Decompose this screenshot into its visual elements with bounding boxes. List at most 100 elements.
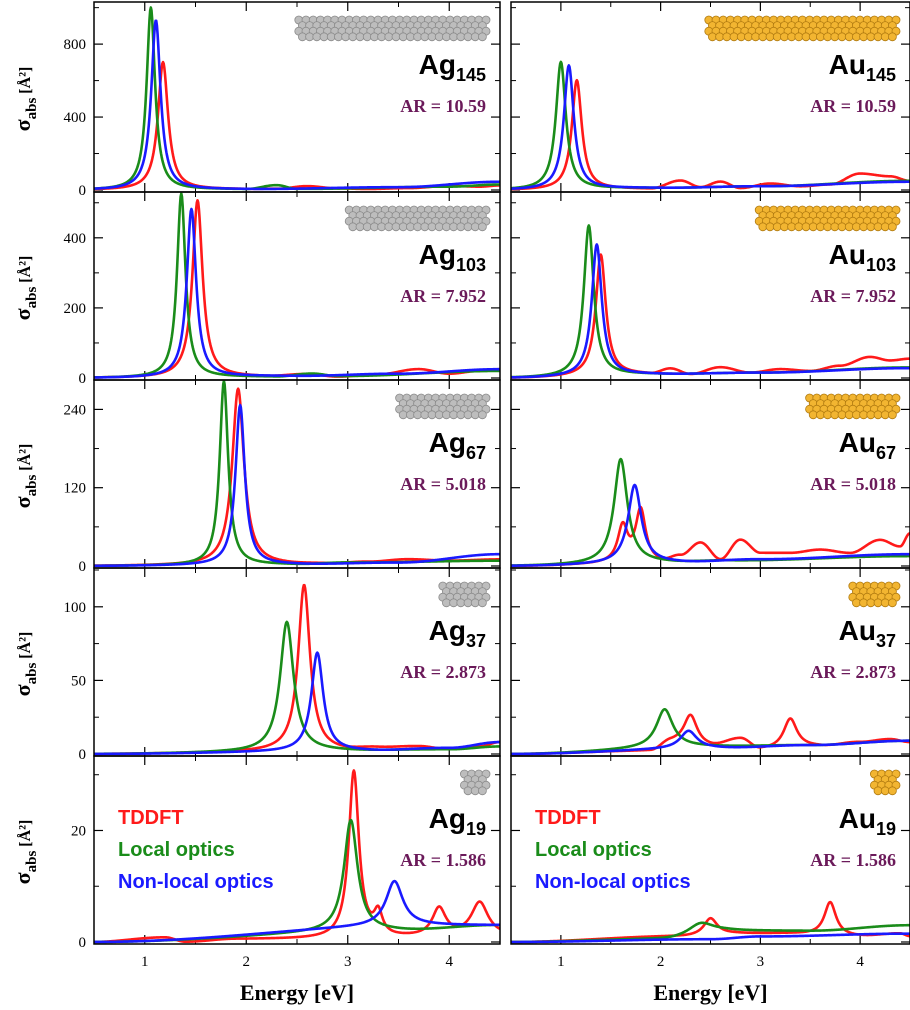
atom-icon: [808, 32, 818, 42]
panel-ag-145: 0 400 800 Ag145 AR = 10.59: [64, 1, 501, 199]
atom-icon: [866, 598, 876, 608]
atom-icon: [420, 410, 430, 420]
aspect-ratio-label: AR = 1.586: [400, 850, 486, 870]
tddft-series-line: [511, 900, 910, 944]
atom-icon: [384, 222, 394, 232]
atom-icon: [873, 410, 883, 420]
atom-icon: [319, 32, 329, 42]
atom-icon: [441, 32, 451, 42]
panel-ag-103: 0 200 400 Ag103 AR = 7.952: [64, 191, 501, 387]
x-tick-label: 2: [657, 954, 665, 970]
y-tick-label: 400: [64, 231, 87, 247]
y-tick-label: 50: [71, 673, 86, 689]
y-axis-title: σabs [Å²]: [10, 820, 40, 885]
system-element: Au: [839, 803, 876, 834]
legend-entry: Local optics: [535, 839, 652, 861]
system-element: Au: [839, 615, 876, 646]
atom-icon: [794, 222, 804, 232]
atom-icon: [722, 32, 732, 42]
atom-icon: [787, 32, 796, 42]
atom-icon: [348, 222, 358, 232]
nonlocal-series-line: [94, 879, 500, 944]
panel-ag-37: 0 50 100 Ag37 AR = 2.873: [64, 567, 501, 763]
atom-icon: [837, 222, 847, 232]
atom-icon: [823, 222, 832, 232]
legend-entry: TDDFT: [535, 807, 601, 829]
atom-icon: [751, 32, 760, 42]
atom-icon: [880, 222, 890, 232]
system-element: Au: [839, 427, 876, 458]
atom-icon: [729, 32, 739, 42]
atom-icon: [427, 32, 437, 42]
legend: TDDFT Local optics Non-local optics: [118, 807, 274, 893]
nonlocal-series-line: [511, 243, 910, 379]
atom-icon: [794, 32, 804, 42]
y-tick-label: 0: [79, 747, 87, 763]
atom-icon: [772, 32, 782, 42]
atom-icon: [787, 222, 796, 232]
atom-icon: [873, 786, 883, 796]
panel-frame: [93, 755, 501, 945]
nanowire-structure-icon: [344, 205, 491, 232]
system-element: Ag: [429, 427, 466, 458]
system-element: Ag: [419, 239, 456, 270]
system-label: Ag67: [429, 427, 486, 463]
system-atom-count: 103: [456, 255, 486, 275]
y-tick-label: 120: [64, 481, 87, 497]
atom-icon: [715, 32, 724, 42]
legend-entry: TDDFT: [118, 807, 184, 829]
x-tick-label: 3: [344, 954, 352, 970]
atom-icon: [801, 222, 811, 232]
y-tick-label: 100: [64, 600, 87, 616]
atom-icon: [456, 32, 466, 42]
y-tick-label: 0: [79, 559, 87, 575]
atom-icon: [844, 222, 854, 232]
nonlocal-series-line: [511, 64, 910, 190]
atom-icon: [866, 222, 876, 232]
atom-icon: [369, 32, 379, 42]
nonlocal-series-line: [94, 403, 500, 568]
nanowire-structure-icon: [438, 581, 491, 608]
system-element: Au: [829, 49, 866, 80]
legend: TDDFT Local optics Non-local optics: [535, 807, 691, 893]
x-tick-label: 1: [557, 954, 565, 970]
y-axis-subscript: abs: [24, 851, 40, 873]
panel-au-37: Au37 AR = 2.873: [510, 567, 910, 757]
atom-icon: [297, 32, 307, 42]
atom-icon: [477, 410, 487, 420]
atom-icon: [866, 32, 876, 42]
atom-icon: [830, 32, 840, 42]
panel-au-19: Au19 AR = 1.586 TDDFT Local optics Non-local…: [510, 755, 910, 945]
tddft-series-line: [511, 713, 910, 756]
atom-icon: [384, 32, 394, 42]
atom-icon: [463, 222, 473, 232]
system-atom-count: 67: [876, 443, 896, 463]
aspect-ratio-label: AR = 2.873: [810, 662, 896, 682]
nanowire-structure-icon: [848, 581, 901, 608]
atom-icon: [477, 786, 487, 796]
atom-icon: [873, 598, 883, 608]
y-tick-label: 0: [79, 935, 87, 951]
aspect-ratio-label: AR = 2.873: [400, 662, 486, 682]
atom-icon: [391, 32, 401, 42]
aspect-ratio-label: AR = 7.952: [810, 286, 896, 306]
legend-entry: Non-local optics: [535, 871, 691, 893]
system-atom-count: 103: [866, 255, 896, 275]
tddft-series-line: [511, 253, 910, 379]
y-axis-unit: [Å²]: [16, 632, 34, 663]
atom-icon: [312, 32, 322, 42]
system-element: Ag: [419, 49, 456, 80]
atom-icon: [441, 410, 451, 420]
system-element: Au: [829, 239, 866, 270]
atom-icon: [477, 222, 487, 232]
atom-icon: [808, 410, 818, 420]
y-tick-label: 20: [71, 823, 86, 839]
atom-icon: [427, 222, 437, 232]
atom-icon: [333, 32, 343, 42]
atom-icon: [477, 598, 487, 608]
nonlocal-series-line: [94, 207, 500, 379]
aspect-ratio-label: AR = 10.59: [810, 96, 896, 116]
nanowire-structure-icon: [459, 769, 491, 796]
panel-ag-67: 0 120 240 Ag67 AR = 5.018: [64, 379, 501, 575]
